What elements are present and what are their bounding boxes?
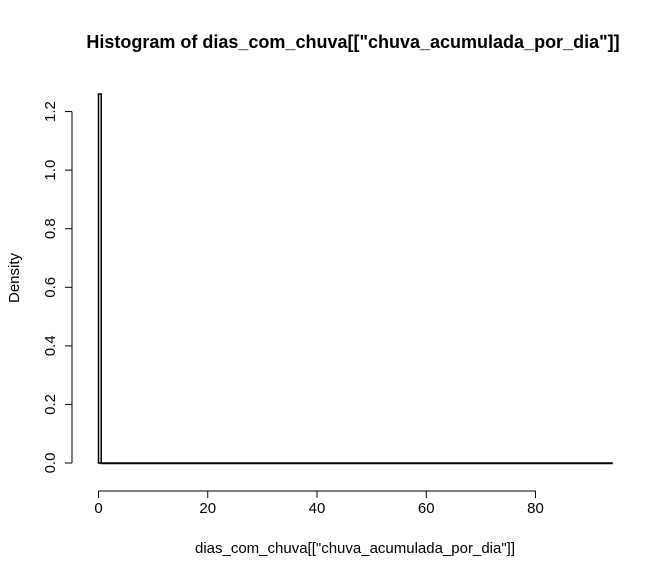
y-tick-label: 0.2 [42,394,59,415]
y-axis-label: Density [6,252,23,303]
y-tick-label: 1.2 [42,101,59,122]
x-tick-label: 80 [527,500,544,517]
plot-area [97,93,613,465]
x-axis-ticks: 0 20 40 60 80 [94,491,544,517]
histogram-bar-0 [97,93,102,464]
x-tick-label: 40 [309,500,326,517]
y-tick-label: 1.0 [42,160,59,181]
chart-title: Histogram of dias_com_chuva[["chuva_acum… [86,32,619,52]
y-axis-ticks: 0.0 0.2 0.4 0.6 0.8 1.0 1.2 [42,101,72,473]
x-tick-label: 20 [199,500,216,517]
x-tick-label: 0 [94,500,102,517]
histogram-bar-1 [100,462,613,465]
y-tick-label: 0.4 [42,335,59,356]
x-axis-label: dias_com_chuva[["chuva_acumulada_por_dia… [195,540,515,557]
y-tick-label: 0.6 [42,277,59,298]
y-tick-label: 0.8 [42,218,59,239]
y-tick-label: 0.0 [42,453,59,474]
x-tick-label: 60 [418,500,435,517]
